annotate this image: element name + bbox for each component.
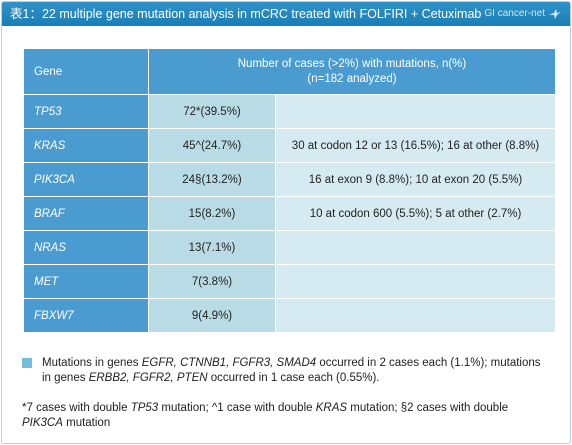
- footnote-gene: TP53: [130, 402, 159, 414]
- footnote-text: Mutations in genes: [42, 357, 142, 369]
- count-cell: 15(8.2%): [148, 196, 276, 231]
- header-number: Number of cases (>2%) with mutations, n(…: [148, 48, 556, 95]
- gene-cell: KRAS: [23, 128, 149, 163]
- count-cell: 24§(13.2%): [148, 162, 276, 197]
- detail-cell: [275, 298, 556, 333]
- detail-cell: [275, 94, 556, 129]
- gene-cell: FBXW7: [23, 298, 149, 333]
- site-logo[interactable]: GI cancer-net: [484, 6, 562, 22]
- header-number-line2: (n=182 analyzed): [307, 72, 397, 85]
- footnote-gene: PIK3CA: [22, 417, 63, 429]
- footnote-text: *7 cases with double: [22, 402, 131, 414]
- detail-cell: [275, 230, 556, 265]
- figure-title: 表1：22 multiple gene mutation analysis in…: [10, 7, 482, 21]
- count-cell: 7(3.8%): [148, 264, 276, 299]
- footnote-text: occurred in 2 cases each (1.1%); mutatio…: [42, 357, 541, 384]
- header-number-line1: Number of cases (>2%) with mutations, n(…: [237, 57, 467, 70]
- detail-cell: [275, 264, 556, 299]
- footnote-text: mutation: [62, 417, 111, 429]
- legend-square-icon: [22, 358, 32, 368]
- footnote-gene: KRAS: [315, 402, 348, 414]
- gene-cell: TP53: [23, 94, 149, 129]
- logo-text: GI cancer-net: [484, 8, 545, 19]
- table-row: PIK3CA 24§(13.2%) 16 at exon 9 (8.8%); 1…: [23, 162, 556, 197]
- detail-cell: 10 at codon 600 (5.5%); 5 at other (2.7%…: [275, 196, 556, 231]
- footnote-text: mutation; ^1 case with double: [158, 402, 316, 414]
- footnote-text: mutation; §2 cases with double: [347, 402, 509, 414]
- table-row: BRAF 15(8.2%) 10 at codon 600 (5.5%); 5 …: [23, 196, 556, 231]
- count-cell: 72*(39.5%): [148, 94, 276, 129]
- gene-cell: NRAS: [23, 230, 149, 265]
- count-cell: 45^(24.7%): [148, 128, 276, 163]
- table-row: TP53 72*(39.5%): [23, 94, 556, 129]
- bird-logo-icon: [549, 9, 561, 19]
- footnote-genes: Mutations in genes EGFR, CTNNB1, FGFR3, …: [22, 356, 552, 386]
- count-cell: 9(4.9%): [148, 298, 276, 333]
- table-header-row: Gene Number of cases (>2%) with mutation…: [23, 48, 556, 95]
- mutation-table: Gene Number of cases (>2%) with mutation…: [23, 48, 556, 333]
- footnote-gene-list: ERBB2, FGFR2, PTEN: [88, 372, 208, 384]
- table-row: KRAS 45^(24.7%) 30 at codon 12 or 13 (16…: [23, 128, 556, 163]
- table-row: FBXW7 9(4.9%): [23, 298, 556, 333]
- footnote-double-mutations: *7 cases with double TP53 mutation; ^1 c…: [22, 401, 552, 431]
- footnote-text: occurred in 1 case each (0.55%).: [207, 372, 380, 384]
- header-gene: Gene: [23, 48, 149, 95]
- table-row: MET 7(3.8%): [23, 264, 556, 299]
- footnote-gene-list: EGFR, CTNNB1, FGFR3, SMAD4: [141, 357, 317, 369]
- table-row: NRAS 13(7.1%): [23, 230, 556, 265]
- detail-cell: 16 at exon 9 (8.8%); 10 at exon 20 (5.5%…: [275, 162, 556, 197]
- title-bar: 表1：22 multiple gene mutation analysis in…: [2, 2, 570, 26]
- footnote-genes-text: Mutations in genes EGFR, CTNNB1, FGFR3, …: [22, 356, 552, 386]
- gene-cell: PIK3CA: [23, 162, 149, 197]
- gene-cell: MET: [23, 264, 149, 299]
- count-cell: 13(7.1%): [148, 230, 276, 265]
- gene-cell: BRAF: [23, 196, 149, 231]
- detail-cell: 30 at codon 12 or 13 (16.5%); 16 at othe…: [275, 128, 556, 163]
